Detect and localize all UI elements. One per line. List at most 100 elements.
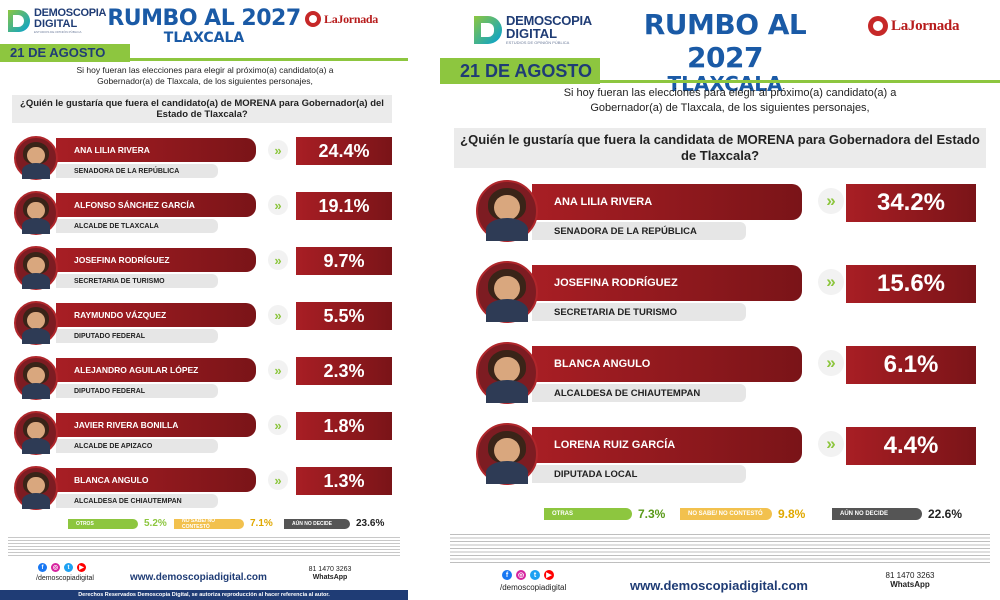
candidate-row: SENADORA DE LA REPÚBLICA ANA LILIA RIVERA…	[440, 180, 1000, 250]
legend-chip: NO SABE/ NO CONTESTÓ	[680, 508, 772, 520]
question-box: ¿Quién le gustaría que fuera la candidat…	[454, 128, 986, 168]
twitter-icon[interactable]: t	[530, 570, 540, 580]
jornada-logo-icon	[305, 11, 321, 27]
legend-chip: AÚN NO DECIDE	[832, 508, 922, 520]
legend-otros: OTROS 5.2%	[68, 518, 167, 529]
methodology-footnote	[8, 537, 400, 557]
social-icons[interactable]: f ◎ t ▶	[502, 570, 558, 580]
candidate-name: JOSEFINA RODRÍGUEZ	[74, 255, 170, 265]
candidate-role: DIPUTADA LOCAL	[554, 468, 638, 480]
youtube-icon[interactable]: ▶	[544, 570, 554, 580]
percentage-value: 4.4%	[883, 432, 939, 459]
facebook-icon[interactable]: f	[502, 570, 512, 580]
legend-chip: OTROS	[68, 518, 138, 529]
candidate-role: SECRETARIA DE TURISMO	[74, 277, 165, 285]
candidate-photo	[476, 342, 538, 404]
candidate-role-bar: SECRETARIA DE TURISMO	[56, 274, 218, 288]
chevron-right-icon: »	[818, 431, 844, 457]
instagram-icon[interactable]: ◎	[516, 570, 526, 580]
candidate-photo	[14, 466, 58, 510]
instagram-icon[interactable]: ◎	[51, 563, 60, 572]
left-infographic: DEMOSCOPIA DIGITAL ESTUDIOS DE OPINIÓN P…	[0, 0, 408, 600]
date-bar: 21 DE AGOSTO	[0, 44, 130, 62]
legend-value: 7.1%	[250, 518, 273, 529]
chevron-right-icon: »	[268, 360, 288, 380]
partner-logo: LaJornada	[868, 16, 959, 36]
legend-aun-no-decide: AÚN NO DECIDE 22.6%	[832, 507, 962, 521]
percentage-value: 24.4%	[318, 140, 370, 161]
candidate-name: ANA LILIA RIVERA	[554, 196, 653, 208]
jornada-logo-icon	[868, 16, 888, 36]
candidate-name-bar: ALFONSO SÁNCHEZ GARCÍA	[56, 193, 256, 217]
candidate-name-bar: JAVIER RIVERA BONILLA	[56, 413, 256, 437]
candidate-row: SECRETARIA DE TURISMO JOSEFINA RODRÍGUEZ »…	[440, 261, 1000, 331]
legend-nosabe: NO SABE/ NO CONTESTÓ 9.8%	[680, 507, 805, 521]
facebook-icon[interactable]: f	[38, 563, 47, 572]
legend-value: 9.8%	[778, 507, 806, 521]
website-link[interactable]: www.demoscopiadigital.com	[130, 572, 267, 583]
percentage-value: 34.2%	[876, 189, 946, 216]
candidate-name: BLANCA ANGULO	[554, 358, 651, 370]
candidate-percentage: 9.7%	[296, 247, 392, 275]
brand-tagline: ESTUDIOS DE OPINIÓN PÚBLICA	[506, 40, 570, 45]
legend-value: 7.3%	[638, 507, 666, 521]
right-infographic: DEMOSCOPIA DIGITAL ESTUDIOS DE OPINIÓN P…	[440, 0, 1000, 600]
rights-bar: Derechos Reservados Demoscopia Digital, …	[0, 590, 408, 600]
legend-value: 5.2%	[144, 518, 167, 529]
candidate-row: ALCALDESA DE CHIAUTEMPAN BLANCA ANGULO » 1.…	[0, 464, 408, 514]
candidate-name: RAYMUNDO VÁZQUEZ	[74, 310, 167, 320]
candidate-photo	[14, 136, 58, 180]
candidate-role-bar: DIPUTADO FEDERAL	[56, 384, 218, 398]
candidate-name: ALEJANDRO AGUILAR LÓPEZ	[74, 365, 199, 375]
candidate-name-bar: RAYMUNDO VÁZQUEZ	[56, 303, 256, 327]
chevron-right-icon: »	[268, 470, 288, 490]
candidate-role: ALCALDE DE APIZACO	[74, 442, 153, 450]
whatsapp-contact[interactable]: 81 1470 3263 WhatsApp	[300, 566, 360, 582]
candidate-role: SECRETARIA DE TURISMO	[554, 306, 677, 318]
candidate-row: ALCALDE DE TLAXCALA ALFONSO SÁNCHEZ GARCÍ…	[0, 189, 408, 239]
brand-logo: DEMOSCOPIA DIGITAL ESTUDIOS DE OPINIÓN P…	[8, 8, 106, 34]
candidate-name: JOSEFINA RODRÍGUEZ	[554, 277, 678, 289]
date-divider	[130, 58, 408, 61]
candidate-role-bar: ALCALDESA DE CHIAUTEMPAN	[532, 384, 746, 402]
legend-chip: AÚN NO DECIDE	[284, 518, 350, 529]
candidate-name-bar: JOSEFINA RODRÍGUEZ	[56, 248, 256, 272]
legend-aun-no-decide: AÚN NO DECIDE 23.6%	[284, 518, 384, 529]
candidate-name-bar: ANA LILIA RIVERA	[532, 184, 802, 220]
legend-otras: OTRAS 7.3%	[544, 507, 665, 521]
percentage-value: 1.3%	[323, 470, 365, 491]
candidate-row: ALCALDESA DE CHIAUTEMPAN BLANCA ANGULO » 6.…	[440, 342, 1000, 412]
candidate-row: SECRETARIA DE TURISMO JOSEFINA RODRÍGUEZ »…	[0, 244, 408, 294]
candidate-percentage: 6.1%	[846, 346, 976, 384]
candidate-name-bar: BLANCA ANGULO	[56, 468, 256, 492]
candidate-photo	[14, 411, 58, 455]
candidate-name: BLANCA ANGULO	[74, 475, 149, 485]
candidate-name: JAVIER RIVERA BONILLA	[74, 420, 179, 430]
date-label: 21 DE AGOSTO	[10, 45, 106, 60]
demoscopia-logo-icon	[8, 10, 30, 32]
percentage-value: 5.5%	[323, 305, 365, 326]
candidate-photo	[14, 301, 58, 345]
candidate-name: ANA LILIA RIVERA	[74, 145, 150, 155]
whatsapp-contact[interactable]: 81 1470 3263 WhatsApp	[870, 571, 950, 589]
percentage-value: 6.1%	[883, 351, 939, 378]
candidate-photo	[476, 423, 538, 485]
twitter-icon[interactable]: t	[64, 563, 73, 572]
percentage-value: 2.3%	[323, 360, 365, 381]
percentage-value: 1.8%	[323, 415, 365, 436]
candidate-role: SENADORA DE LA REPÚBLICA	[74, 167, 180, 175]
candidate-percentage: 5.5%	[296, 302, 392, 330]
candidate-role: SENADORA DE LA REPÚBLICA	[554, 225, 697, 237]
website-link[interactable]: www.demoscopiadigital.com	[630, 578, 808, 593]
candidate-role-bar: ALCALDESA DE CHIAUTEMPAN	[56, 494, 218, 508]
candidate-role: DIPUTADO FEDERAL	[74, 387, 146, 395]
candidate-role-bar: SECRETARIA DE TURISMO	[532, 303, 746, 321]
candidate-percentage: 24.4%	[296, 137, 392, 165]
youtube-icon[interactable]: ▶	[77, 563, 86, 572]
social-icons[interactable]: f ◎ t ▶	[38, 563, 90, 572]
candidate-row: ALCALDE DE APIZACO JAVIER RIVERA BONILLA »…	[0, 409, 408, 459]
social-handle[interactable]: /demoscopiadigital	[500, 583, 567, 592]
social-handle[interactable]: /demoscopiadigital	[36, 575, 94, 582]
brand-line2: DIGITAL	[34, 18, 78, 30]
panel-gap	[408, 0, 440, 600]
